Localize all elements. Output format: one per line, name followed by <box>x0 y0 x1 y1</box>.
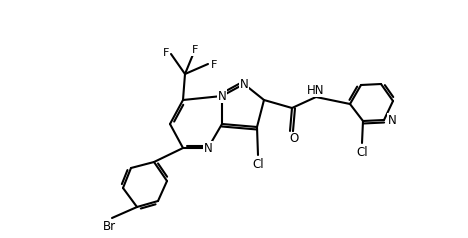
Text: F: F <box>163 48 169 58</box>
Text: Cl: Cl <box>252 159 264 172</box>
Text: Cl: Cl <box>356 145 368 159</box>
Text: HN: HN <box>307 84 325 96</box>
Text: F: F <box>211 60 217 70</box>
Text: N: N <box>218 89 227 103</box>
Text: N: N <box>240 78 249 90</box>
Text: Br: Br <box>102 220 116 233</box>
Text: N: N <box>388 114 396 127</box>
Text: F: F <box>192 45 198 55</box>
Text: N: N <box>204 142 212 154</box>
Text: O: O <box>289 133 299 145</box>
